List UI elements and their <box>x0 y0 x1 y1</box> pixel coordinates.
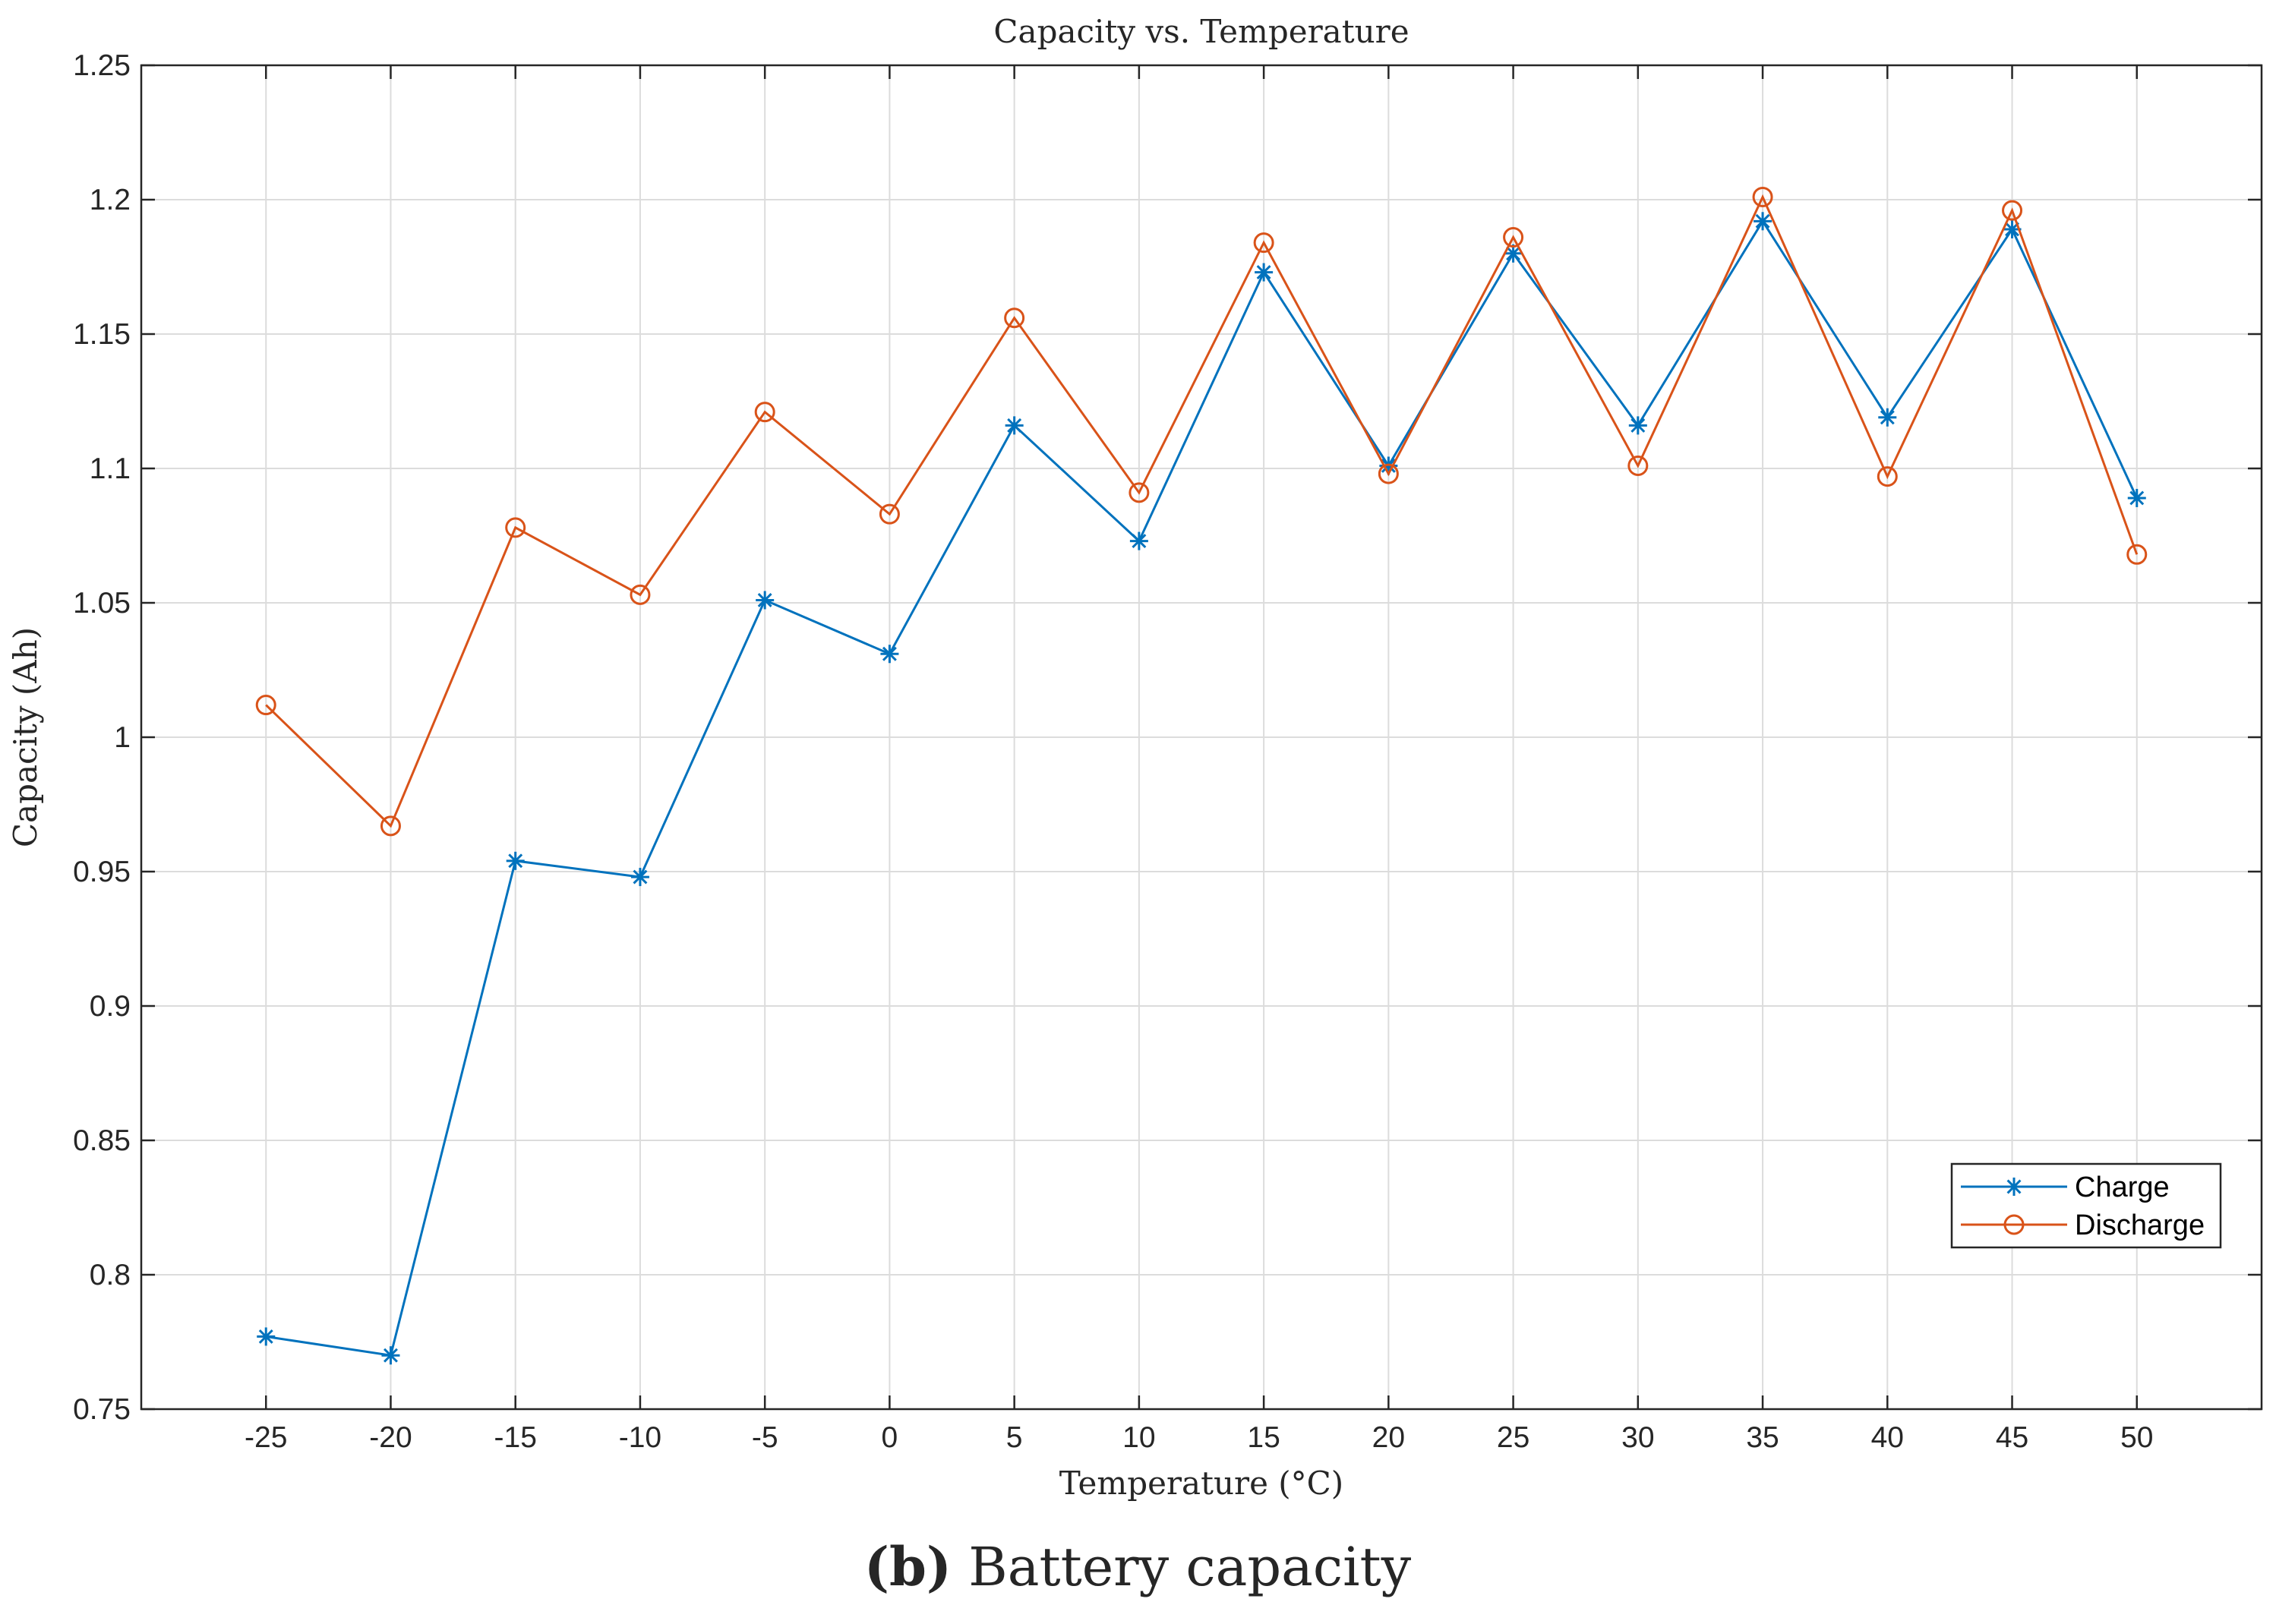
series-charge <box>257 212 2146 1365</box>
discharge-point <box>879 503 900 525</box>
caption-label: (b) <box>864 1535 952 1598</box>
series-discharge <box>255 186 2148 837</box>
plot-area-frame <box>140 64 2263 1411</box>
discharge-point <box>754 402 775 423</box>
discharge-point <box>1378 463 1399 484</box>
charge-point <box>630 868 649 887</box>
grid <box>141 64 2262 1411</box>
y-tick-label: 0.8 <box>90 1259 131 1291</box>
legend: Charge Discharge <box>1950 1162 2222 1249</box>
discharge-point <box>505 517 526 538</box>
x-tick-label: 15 <box>1247 1421 1280 1454</box>
y-tick-label: 0.9 <box>90 990 131 1023</box>
legend-label: Charge <box>2075 1171 2170 1203</box>
discharge-point <box>1503 227 1524 248</box>
x-tick-label: -5 <box>752 1421 778 1454</box>
x-tick-labels: -25 -20 -15 -10 -5 0 5 10 15 20 25 30 35 40 45 50 <box>245 1421 2153 1454</box>
charge-point <box>880 645 899 664</box>
discharge-point <box>2126 544 2148 565</box>
charge-point <box>1628 416 1647 435</box>
x-tick-label: 50 <box>2120 1421 2153 1454</box>
y-tick-label: 1.15 <box>73 318 131 351</box>
chart-title: Capacity vs. Temperature <box>993 13 1409 50</box>
charge-point <box>1255 263 1274 282</box>
x-tick-label: 35 <box>1746 1421 1779 1454</box>
x-axis-label: Temperature (°C) <box>1059 1465 1343 1502</box>
y-tick-label: 1.1 <box>90 453 131 485</box>
charge-line <box>266 219 2139 1357</box>
discharge-point <box>1627 455 1649 476</box>
legend-marker <box>2005 1178 2023 1196</box>
x-tick-label: -15 <box>494 1421 537 1454</box>
x-tick-label: -20 <box>369 1421 412 1454</box>
x-tick-label: 20 <box>1372 1421 1405 1454</box>
y-tick-label: 1.05 <box>73 587 131 620</box>
charge-point <box>1129 531 1148 550</box>
x-tick-label: 45 <box>1996 1421 2028 1454</box>
charge-point <box>1878 408 1897 427</box>
x-tick-label: 40 <box>1871 1421 1904 1454</box>
x-tick-label: 30 <box>1621 1421 1654 1454</box>
charge-point <box>1754 212 1773 231</box>
discharge-point <box>2002 200 2023 221</box>
charge-point <box>756 591 775 610</box>
legend-item-charge: Charge <box>1961 1171 2170 1203</box>
y-tick-labels: 0.75 0.8 0.85 0.9 0.95 1 1.05 1.1 1.15 1.2 1.25 <box>73 49 131 1426</box>
charge-point <box>257 1327 276 1346</box>
x-tick-label: 10 <box>1122 1421 1155 1454</box>
y-tick-label: 1 <box>114 721 131 754</box>
y-tick-label: 1.2 <box>90 184 131 216</box>
legend-box <box>1950 1162 2222 1249</box>
discharge-point <box>1253 232 1274 254</box>
y-axis-label: Capacity (Ah) <box>7 627 44 847</box>
y-tick-label: 0.75 <box>73 1393 131 1426</box>
y-tick-label: 0.85 <box>73 1124 131 1157</box>
legend-label: Discharge <box>2075 1209 2205 1241</box>
discharge-point <box>380 815 401 837</box>
x-tick-label: -10 <box>619 1421 661 1454</box>
x-tick-label: 25 <box>1497 1421 1529 1454</box>
discharge-point <box>1752 186 1773 207</box>
discharge-line <box>265 194 2139 828</box>
figure-caption: (b) Battery capacity <box>864 1535 1412 1598</box>
charge-point <box>506 851 525 870</box>
discharge-point <box>1129 482 1150 503</box>
x-tick-label: -25 <box>245 1421 287 1454</box>
legend-item-discharge: Discharge <box>1961 1209 2205 1241</box>
discharge-point <box>1004 307 1025 329</box>
legend-marker <box>2003 1214 2025 1235</box>
series-group <box>255 186 2148 1365</box>
y-tick-label: 0.95 <box>73 856 131 888</box>
charge-point <box>2127 488 2146 507</box>
discharge-point <box>1877 466 1898 487</box>
x-tick-label: 0 <box>882 1421 898 1454</box>
discharge-point <box>255 695 276 716</box>
x-tick-label: 5 <box>1006 1421 1023 1454</box>
charge-point <box>1005 416 1024 435</box>
y-tick-label: 1.25 <box>73 49 131 82</box>
caption-text: Battery capacity <box>952 1536 1412 1598</box>
discharge-point <box>630 584 651 605</box>
charge-point <box>381 1346 400 1365</box>
